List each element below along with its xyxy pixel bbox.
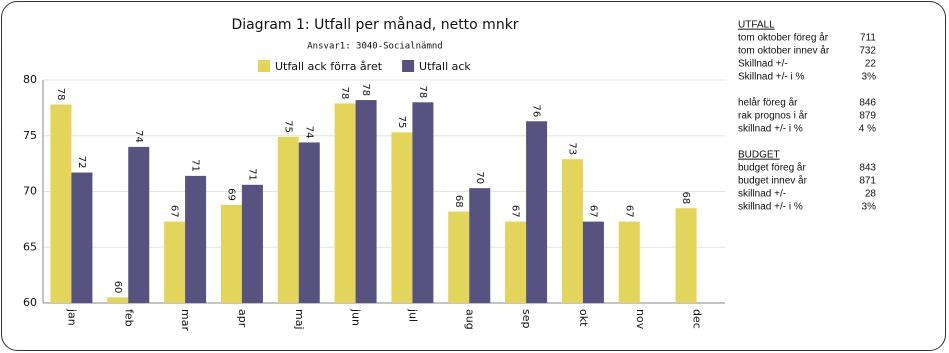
panel-label: helår föreg år bbox=[738, 97, 798, 109]
panel-value: 4 % bbox=[859, 124, 876, 135]
bar bbox=[185, 175, 207, 303]
x-tick-label: dec bbox=[691, 309, 704, 329]
legend-swatch bbox=[258, 60, 270, 72]
value-label: 78 bbox=[55, 88, 66, 101]
value-label: 75 bbox=[396, 116, 407, 129]
y-tick-label: 75 bbox=[23, 129, 37, 142]
chart-title: Diagram 1: Utfall per månad, netto mnkr bbox=[231, 16, 518, 33]
legend-swatch bbox=[402, 60, 415, 72]
value-label: 60 bbox=[112, 281, 123, 294]
panel-label: skillnad +/- i % bbox=[738, 202, 803, 213]
value-label: 70 bbox=[474, 171, 485, 184]
panel-label: skillnad +/- bbox=[738, 189, 786, 200]
x-tick-label: jun bbox=[350, 308, 363, 326]
y-tick-label: 60 bbox=[23, 296, 37, 309]
panel-heading: BUDGET bbox=[738, 150, 780, 161]
panel-label: Skillnad +/- i % bbox=[738, 72, 805, 83]
value-label: 72 bbox=[76, 156, 87, 169]
bar bbox=[675, 208, 697, 303]
value-label: 75 bbox=[282, 120, 293, 133]
value-label: 78 bbox=[339, 87, 350, 100]
x-tick-label: mar bbox=[179, 309, 192, 331]
panel-value: 22 bbox=[865, 59, 877, 70]
bar bbox=[50, 104, 72, 303]
x-tick-label: maj bbox=[293, 309, 306, 330]
bar bbox=[391, 132, 413, 303]
bar bbox=[220, 204, 242, 303]
panel-heading: UTFALL bbox=[738, 20, 775, 31]
value-label: 68 bbox=[453, 195, 464, 208]
value-label: 78 bbox=[417, 86, 428, 99]
bar bbox=[618, 221, 640, 303]
bar bbox=[128, 146, 150, 303]
value-label: 67 bbox=[587, 205, 598, 218]
x-tick-label: okt bbox=[577, 309, 590, 327]
value-label: 71 bbox=[190, 159, 201, 172]
panel-value: 732 bbox=[859, 46, 876, 57]
panel-value: 3% bbox=[862, 202, 877, 213]
value-label: 68 bbox=[680, 191, 691, 204]
panel-label: budget innev år bbox=[738, 175, 808, 187]
bar bbox=[334, 103, 356, 303]
bar bbox=[277, 136, 299, 303]
panel-value: 879 bbox=[859, 111, 876, 122]
y-tick-label: 80 bbox=[23, 73, 37, 86]
x-tick-label: jan bbox=[65, 308, 78, 326]
value-label: 67 bbox=[623, 205, 634, 218]
bar bbox=[355, 100, 377, 303]
value-label: 73 bbox=[566, 142, 577, 155]
value-label: 69 bbox=[225, 188, 236, 201]
panel-label: rak prognos i år bbox=[738, 110, 808, 122]
bar bbox=[561, 159, 583, 303]
panel-label: budget föreg år bbox=[738, 162, 806, 174]
legend-label: Utfall ack förra året bbox=[275, 60, 383, 73]
value-label: 74 bbox=[133, 130, 144, 143]
bar bbox=[298, 142, 320, 303]
chart-subtitle: Ansvar1: 3040-Socialnämnd bbox=[307, 42, 442, 52]
panel-label: tom oktober innev år bbox=[738, 45, 830, 57]
value-label: 74 bbox=[303, 126, 314, 139]
bar bbox=[526, 121, 548, 303]
bar bbox=[164, 221, 186, 303]
legend-label: Utfall ack bbox=[419, 60, 471, 73]
bar bbox=[582, 221, 604, 303]
bar bbox=[241, 184, 263, 303]
panel-value: 28 bbox=[865, 189, 877, 200]
bar bbox=[412, 102, 434, 303]
x-tick-label: nov bbox=[634, 309, 647, 330]
panel-label: tom oktober föreg år bbox=[738, 32, 829, 44]
value-label: 78 bbox=[360, 83, 371, 96]
panel-value: 846 bbox=[859, 98, 876, 109]
bar bbox=[469, 188, 491, 303]
x-tick-label: feb bbox=[122, 309, 135, 327]
y-tick-label: 70 bbox=[23, 185, 37, 198]
bar bbox=[107, 297, 129, 303]
panel-value: 711 bbox=[860, 33, 876, 44]
x-tick-label: jul bbox=[406, 308, 419, 322]
chart: 60 65 70 75 80 Utfall ack förra året Utfall ac… bbox=[23, 60, 725, 331]
x-tick-label: aug bbox=[463, 309, 476, 330]
value-label: 67 bbox=[510, 205, 521, 218]
value-label: 67 bbox=[169, 205, 180, 218]
value-label: 76 bbox=[531, 105, 542, 118]
bar bbox=[71, 172, 93, 303]
x-tick-label: apr bbox=[236, 309, 249, 328]
bar bbox=[448, 211, 470, 303]
y-tick-label: 65 bbox=[23, 240, 37, 253]
panel-label: Skillnad +/- bbox=[738, 59, 788, 70]
panel-value: 3% bbox=[862, 72, 877, 83]
panel-label: skillnad +/- i % bbox=[738, 124, 803, 135]
x-tick-label: sep bbox=[520, 309, 533, 328]
panel-value: 871 bbox=[859, 176, 876, 187]
bar bbox=[505, 221, 527, 303]
panel-value: 843 bbox=[859, 163, 876, 174]
value-label: 71 bbox=[246, 168, 257, 181]
